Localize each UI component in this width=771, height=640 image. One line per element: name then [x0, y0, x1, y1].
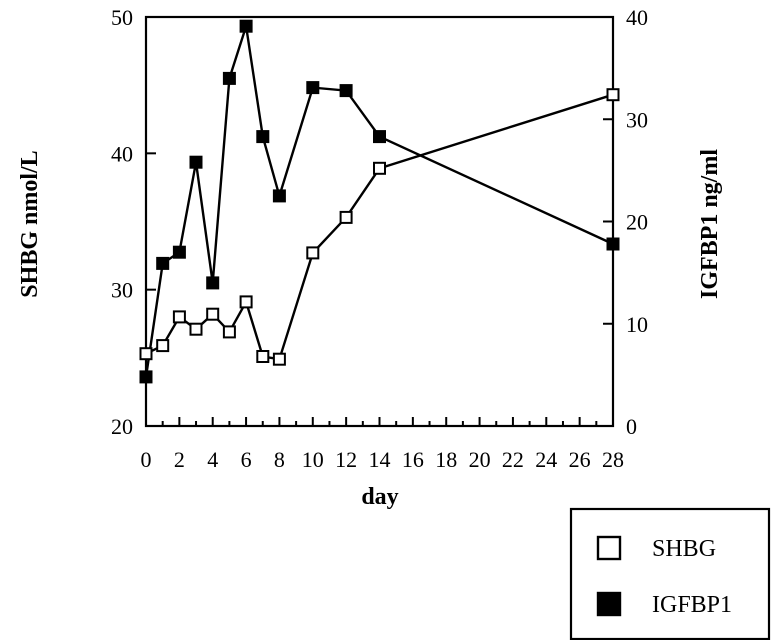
data-point-shbg — [339, 210, 353, 224]
data-point-shbg — [206, 307, 220, 321]
right-y-tick-label: 40 — [626, 5, 648, 30]
x-tick-label: 10 — [302, 447, 324, 472]
data-point-igfbp1 — [272, 189, 286, 203]
x-tick-label: 12 — [335, 447, 357, 472]
data-point-shbg — [172, 310, 186, 324]
right-y-tick-label: 20 — [626, 210, 648, 235]
data-point-shbg — [189, 322, 203, 336]
left-y-axis-ticks: 20 30 40 50 — [111, 5, 156, 439]
data-point-shbg — [256, 350, 270, 363]
x-tick-label: 4 — [207, 447, 218, 472]
x-axis-ticks: 0 2 4 6 8 10 12 14 16 18 20 22 24 26 28 — [141, 417, 624, 472]
left-y-tick-label: 30 — [111, 278, 133, 303]
data-point-igfbp1 — [139, 370, 153, 384]
x-tick-label: 8 — [274, 447, 285, 472]
data-point-igfbp1 — [172, 245, 186, 259]
x-tick-label: 14 — [369, 447, 391, 472]
legend-box — [569, 507, 771, 640]
data-point-igfbp1 — [239, 19, 253, 33]
data-point-shbg — [272, 352, 286, 366]
data-point-igfbp1 — [156, 256, 170, 270]
x-tick-label: 0 — [141, 447, 152, 472]
data-point-shbg — [222, 325, 236, 339]
x-tick-label: 6 — [241, 447, 252, 472]
data-point-shbg — [306, 246, 320, 260]
legend-marker-igfbp1 — [596, 591, 622, 617]
legend-marker-shbg — [596, 535, 622, 561]
series-line-igfbp1 — [144, 25, 614, 378]
right-y-tick-label: 0 — [626, 414, 637, 439]
data-point-igfbp1 — [306, 81, 320, 95]
x-tick-label: 26 — [569, 447, 591, 472]
data-point-igfbp1 — [206, 276, 220, 290]
data-point-shbg — [156, 339, 170, 353]
right-y-axis-title: IGFBP1 ng/ml — [697, 149, 723, 299]
x-tick-label: 28 — [602, 447, 624, 472]
series-layer — [139, 19, 620, 384]
left-y-tick-label: 20 — [111, 414, 133, 439]
x-tick-label: 20 — [469, 447, 491, 472]
data-point-shbg — [239, 295, 253, 309]
data-point-igfbp1 — [606, 237, 620, 251]
data-point-igfbp1 — [256, 130, 270, 144]
left-y-axis-title: SHBG nmol/L — [17, 150, 43, 297]
data-point-igfbp1 — [339, 84, 353, 98]
left-y-tick-label: 40 — [111, 141, 133, 166]
x-tick-label: 2 — [174, 447, 185, 472]
right-y-tick-label: 10 — [626, 312, 648, 337]
data-point-shbg — [606, 88, 620, 102]
x-tick-label: 22 — [502, 447, 524, 472]
x-axis-title: day — [361, 484, 398, 510]
right-y-tick-label: 30 — [626, 107, 648, 132]
data-point-shbg — [373, 161, 386, 175]
data-point-igfbp1 — [222, 71, 236, 85]
data-point-igfbp1 — [189, 155, 203, 169]
legend-label-igfbp1: IGFBP1 — [652, 592, 732, 618]
plot-frame — [144, 15, 615, 428]
right-y-axis-ticks: 0 10 20 30 40 — [603, 5, 648, 439]
x-tick-label: 24 — [535, 447, 557, 472]
legend-label-shbg: SHBG — [652, 536, 716, 562]
left-y-tick-label: 50 — [111, 5, 133, 30]
x-tick-label: 16 — [402, 447, 424, 472]
x-tick-label: 18 — [435, 447, 457, 472]
data-point-shbg — [139, 347, 153, 361]
data-point-igfbp1 — [373, 130, 386, 144]
